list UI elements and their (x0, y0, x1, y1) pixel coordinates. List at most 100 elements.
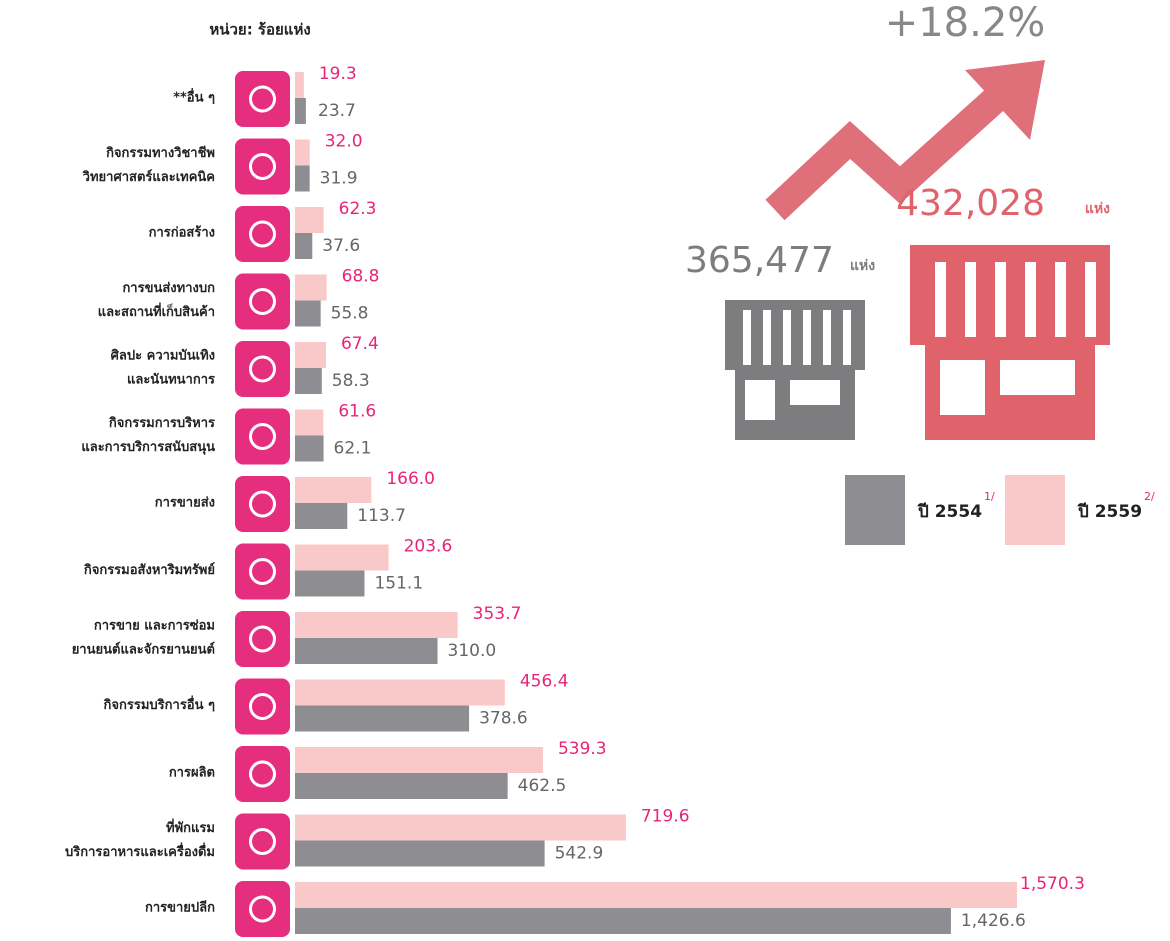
category-label: กิจกรรมอสังหาริมทรัพย์ (84, 562, 215, 578)
store-detail (935, 262, 1096, 415)
value-label: 58.3 (332, 371, 370, 391)
growth-label: +18.2% (885, 0, 1046, 46)
category-icon (235, 543, 290, 600)
store-detail (743, 310, 851, 420)
icon-glyph (249, 693, 276, 720)
value-label: 203.6 (404, 537, 453, 557)
bar (295, 139, 310, 166)
bar (295, 342, 326, 368)
value-label: 61.6 (338, 402, 376, 422)
legend-note: 1/ (984, 490, 995, 503)
category-label: และสถานที่เก็บสินค้า (98, 302, 215, 320)
category-icon (235, 813, 290, 870)
value-label: 55.8 (331, 304, 369, 324)
bar (295, 503, 348, 529)
category-label: การก่อสร้าง (149, 225, 215, 241)
value-label: 166.0 (386, 469, 435, 489)
value-label: 462.5 (518, 776, 567, 796)
value-label: 719.6 (641, 807, 690, 827)
value-label: 1,426.6 (961, 911, 1026, 931)
category-icon (235, 341, 290, 397)
value-label: 37.6 (322, 236, 360, 256)
category-label: และการบริการสนับสนุน (81, 440, 215, 455)
category-label: **อื่น ๆ (173, 88, 215, 106)
value-label: 539.3 (558, 739, 607, 759)
category-icon (235, 71, 290, 127)
icon-glyph (249, 423, 276, 450)
icon-glyph (249, 760, 276, 788)
bar (295, 747, 543, 773)
value-label: 310.0 (448, 641, 497, 661)
bar (295, 814, 626, 841)
bar (295, 882, 1017, 908)
value-label: 151.1 (374, 574, 423, 594)
value-label: 19.3 (319, 64, 357, 84)
category-label: ที่พักแรม (166, 818, 215, 836)
category-label: การขายส่ง (155, 496, 215, 511)
legend-note: 2/ (1144, 490, 1155, 503)
category-icon (235, 408, 290, 465)
value-label: 62.3 (339, 199, 377, 219)
bar (295, 908, 951, 934)
bar (295, 435, 324, 462)
value-label: 32.0 (325, 132, 363, 152)
total-unit: แห่ง (1085, 201, 1110, 217)
value-label: 23.7 (318, 101, 356, 121)
category-label: กิจกรรมทางวิชาชีพ (106, 145, 215, 161)
value-label: 456.4 (520, 672, 569, 692)
legend-swatch (845, 475, 905, 545)
category-icon (235, 138, 290, 195)
arrow-head (965, 60, 1045, 140)
icon-glyph (249, 490, 276, 518)
value-label: 68.8 (342, 267, 380, 287)
icon-glyph (249, 85, 276, 113)
icon-glyph (249, 288, 276, 315)
value-label: 378.6 (479, 709, 528, 729)
icon-glyph (249, 220, 276, 248)
category-label: ศิลปะ ความบันเทิง (111, 349, 215, 364)
bar (295, 544, 389, 571)
legend-swatch (1005, 475, 1065, 545)
bar (295, 638, 438, 664)
bar (295, 705, 470, 732)
category-label: และนันทนาการ (127, 373, 215, 388)
bar (295, 72, 304, 98)
bar (295, 477, 372, 503)
category-label: บริการอาหารและเครื่องดื่ม (65, 842, 215, 860)
icon-glyph (249, 558, 276, 585)
bar (295, 207, 324, 233)
value-label: 353.7 (473, 604, 522, 624)
bar (295, 840, 545, 867)
category-label: กิจกรรมการบริหาร (109, 416, 215, 431)
category-label: ยานยนต์และจักรยานยนต์ (72, 642, 215, 658)
bar (295, 368, 322, 394)
category-icon (235, 746, 290, 802)
category-label: วิทยาศาสตร์และเทคนิค (82, 169, 215, 185)
bar (295, 570, 365, 597)
category-icon (235, 206, 290, 262)
value-label: 67.4 (341, 334, 379, 354)
legend-label: ปี 2559 (1077, 501, 1142, 522)
value-label: 542.9 (555, 844, 604, 864)
bar (295, 165, 310, 192)
value-label: 1,570.3 (1020, 874, 1085, 894)
bar (295, 679, 505, 706)
category-icon (235, 611, 290, 667)
icon-glyph (249, 355, 276, 383)
category-label: การขาย และการซ่อม (94, 619, 215, 634)
icon-glyph (249, 828, 276, 855)
category-icon (235, 273, 290, 330)
bar (295, 409, 324, 436)
value-label: 113.7 (357, 506, 406, 526)
total-value: 365,477 (685, 240, 834, 281)
bar (295, 98, 306, 124)
bar (295, 233, 313, 259)
bar (295, 300, 321, 327)
unit-label: หน่วย: ร้อยแห่ง (209, 21, 310, 39)
category-icon (235, 881, 290, 937)
total-unit: แห่ง (850, 258, 875, 274)
legend-label: ปี 2554 (917, 501, 982, 522)
value-label: 62.1 (334, 439, 372, 459)
icon-glyph (249, 625, 276, 653)
